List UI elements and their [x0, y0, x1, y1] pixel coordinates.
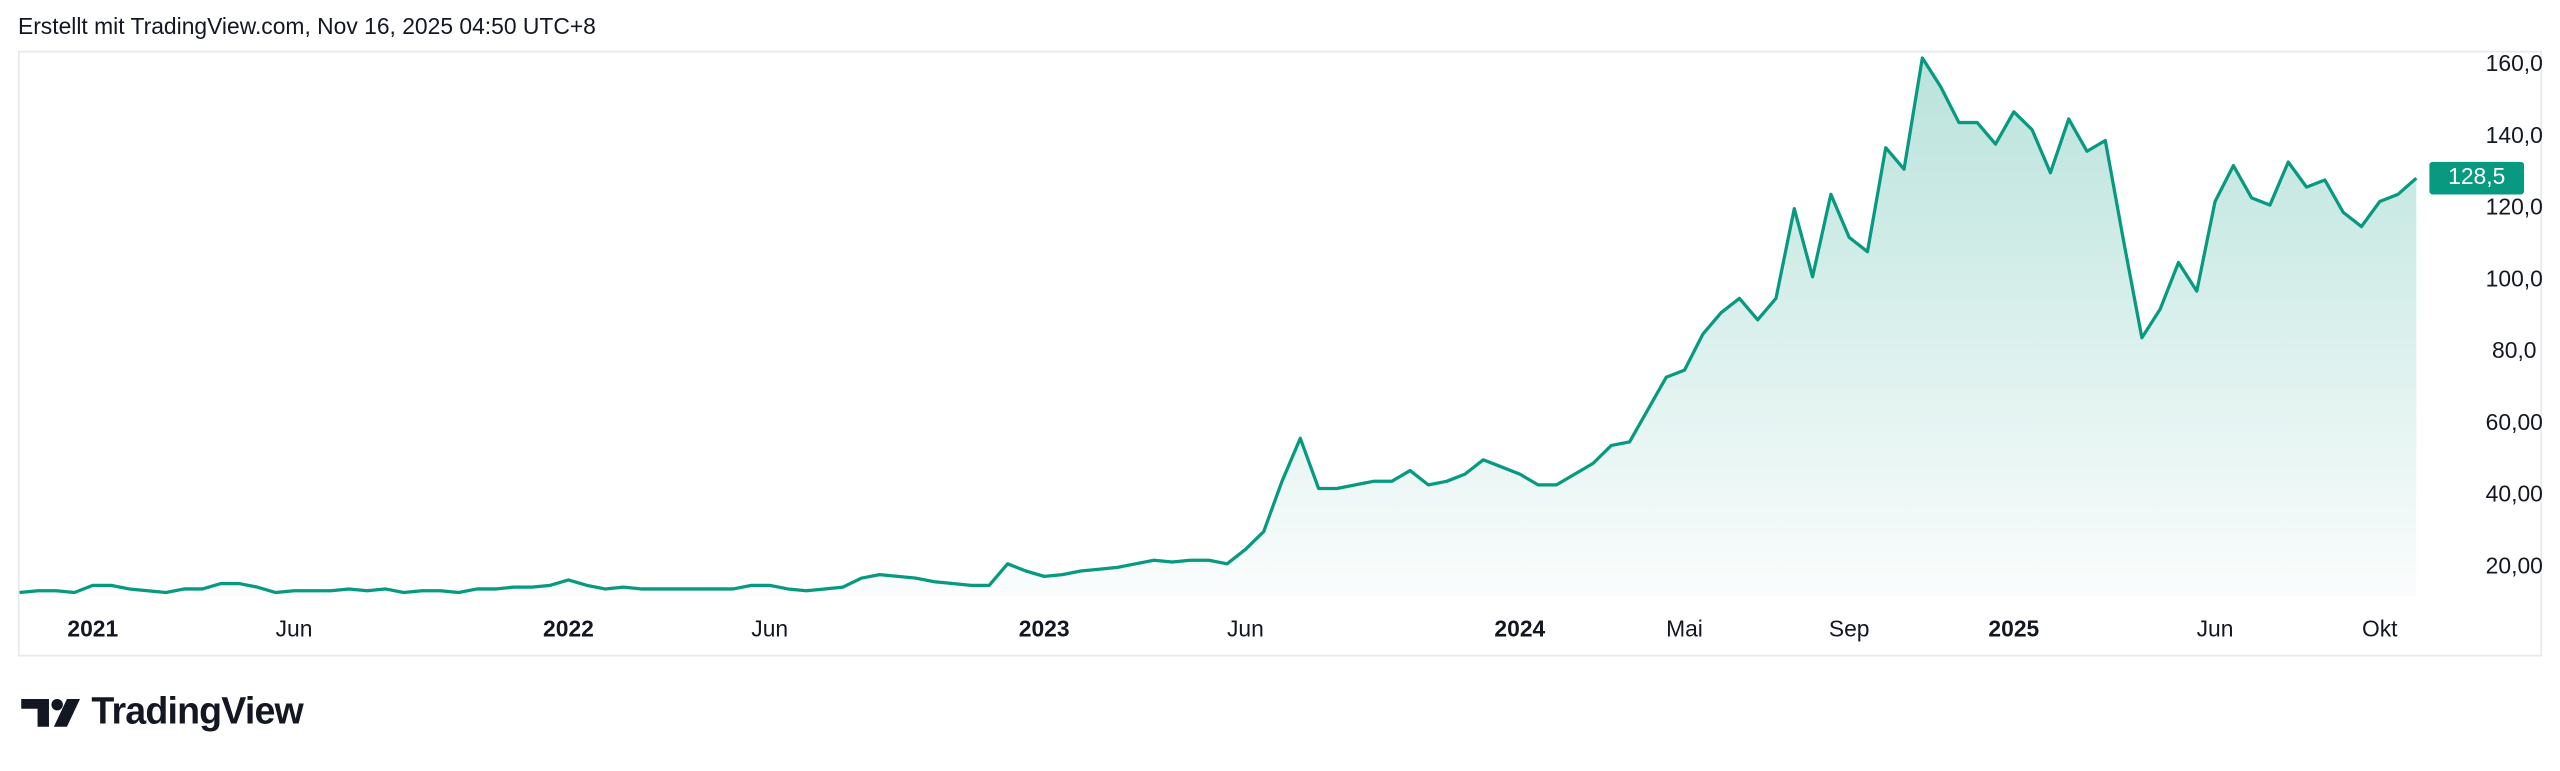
x-tick-label: 2021: [67, 615, 118, 641]
y-tick-label: 80,0: [2492, 337, 2536, 363]
x-tick-label: 2023: [1019, 615, 1070, 641]
y-tick-label: 160,0: [2486, 50, 2543, 76]
x-tick-label: Jun: [276, 615, 313, 641]
logo-mark: [51, 698, 63, 711]
x-tick-label: Jun: [2197, 615, 2234, 641]
y-tick-label: 120,0: [2486, 194, 2543, 220]
x-tick-label: 2022: [543, 615, 594, 641]
x-tick-label: Mai: [1666, 615, 1703, 641]
logo-mark: [53, 698, 80, 727]
y-tick-label: 20,00: [2486, 552, 2543, 578]
logo-mark: [21, 698, 49, 727]
header-text: Erstellt mit TradingView.com, Nov 16, 20…: [18, 13, 596, 39]
logo: TradingView: [21, 690, 305, 732]
area-fill: [19, 57, 2417, 597]
x-tick-label: Jun: [751, 615, 788, 641]
y-tick-label: 100,0: [2486, 265, 2543, 291]
last-price-label: 128,5: [2448, 163, 2505, 189]
x-tick-label: Jun: [1227, 615, 1264, 641]
last-price-badge: [2429, 161, 2525, 195]
x-tick-label: Sep: [1829, 615, 1870, 641]
chart-frame: [17, 50, 2543, 657]
x-tick-label: 2024: [1494, 615, 1545, 641]
y-tick-label: 40,00: [2486, 481, 2543, 507]
y-tick-label: 140,0: [2486, 122, 2543, 148]
x-tick-label: 2025: [1988, 615, 2039, 641]
x-tick-label: Okt: [2362, 615, 2398, 641]
price-line: [19, 56, 2418, 595]
logo-text: TradingView: [91, 690, 304, 732]
y-tick-label: 60,00: [2486, 409, 2543, 435]
